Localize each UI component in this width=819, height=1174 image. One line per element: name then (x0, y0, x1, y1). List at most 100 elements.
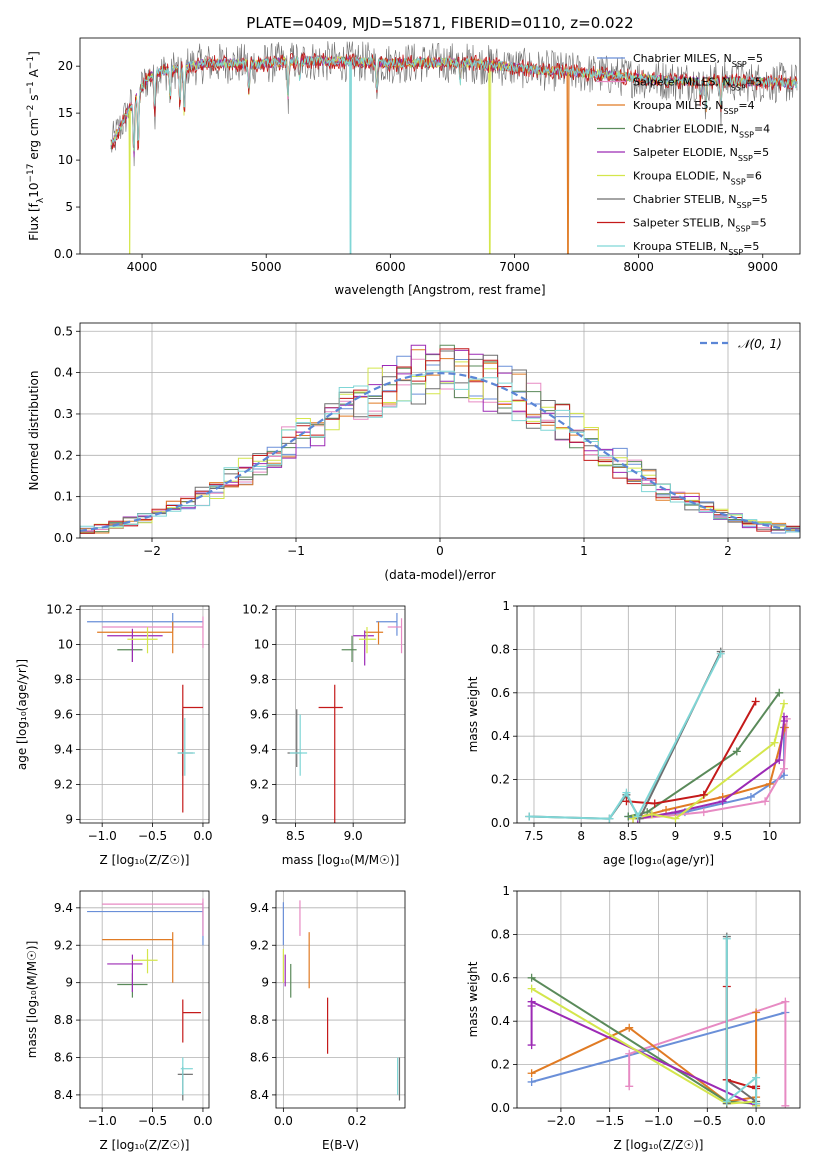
y-tick-label: 9 (261, 976, 269, 990)
x-tick-label: −2.0 (546, 1114, 575, 1128)
weight-point (699, 790, 708, 799)
x-tick-label: 8.5 (286, 829, 305, 843)
axes-frame (79, 605, 210, 824)
weight-point (605, 814, 614, 823)
x-tick-label: 9.5 (713, 829, 732, 843)
weight-point (732, 747, 741, 756)
weight-vs-age-panel: 7.5 8 8.5 9 9.5 10 0.0 0.2 0.4 0.6 0.8 1 age [log₁₀(… (466, 599, 801, 867)
weight-point (775, 688, 784, 697)
axes-frame (516, 890, 801, 1109)
x-tick-label: −1.0 (88, 1114, 117, 1128)
y-tick-label: 0.3 (54, 407, 73, 421)
residuals-ylabel: Normed distribution (27, 371, 41, 491)
mass-vs-Z-panel: −1.0 −0.5 0.0 8.4 8.6 8.8 9 9.2 9.4 Z [log₁₀(Z/Z☉… (25, 890, 213, 1152)
x-tick-label: −0.5 (693, 1114, 722, 1128)
y-tick-label: 9 (65, 976, 73, 990)
weight-point (699, 808, 708, 817)
weight-point (647, 810, 656, 819)
weight-point (624, 812, 633, 821)
weight-point (625, 1049, 634, 1058)
weight-point (761, 797, 770, 806)
weight-point (527, 1041, 536, 1050)
y-tick-label: 9.8 (250, 673, 269, 687)
weight-point (527, 984, 536, 993)
legend-entry: Salpeter MILES, NSSP=5 (633, 76, 762, 93)
weight-point (650, 799, 659, 808)
x-tick-label: 9000 (747, 260, 778, 274)
legend-entry: 𝒩(0, 1) (738, 337, 782, 351)
legend-entry: Salpeter STELIB, NSSP=5 (633, 217, 767, 234)
axes-frame (275, 890, 406, 1109)
y-tick-label: 1 (502, 884, 510, 898)
y-tick-label: 9.4 (54, 743, 73, 757)
weight-point (779, 699, 788, 708)
y-tick-label: 9.2 (250, 778, 269, 792)
x-tick-label: 4000 (127, 260, 158, 274)
y-tick-label: 0.6 (491, 971, 510, 985)
x-tick-label: −1.0 (88, 829, 117, 843)
weight-series (525, 647, 791, 823)
y-tick-label: 0.8 (491, 927, 510, 941)
x-tick-label: 9 (672, 829, 680, 843)
age-vs-Z-xlabel: Z [log₁₀(Z/Z☉)] (100, 853, 190, 867)
y-tick-label: 9.4 (250, 901, 269, 915)
y-tick-label: 10.2 (242, 603, 269, 617)
weight-line-chabrier-miles (531, 1011, 786, 1083)
residual-histograms (80, 344, 800, 535)
spectrum-series-chabrier-stelib (110, 41, 798, 167)
age-vs-Z-ylabel: age [log₁₀(age/yr)] (15, 659, 29, 770)
spectrum-series-kroupa-stelib (110, 55, 798, 254)
x-tick-label: −0.5 (138, 829, 167, 843)
weight-point (722, 934, 731, 943)
y-tick-label: 0.1 (54, 490, 73, 504)
mass-vs-ebv-panel: 0.0 0.2 8.4 8.6 8.8 9 9.2 9.4 E(B-V) (250, 890, 406, 1152)
y-tick-label: 0.6 (491, 686, 510, 700)
mass-vs-Z-xlabel: Z [log₁₀(Z/Z☉)] (100, 1138, 190, 1152)
y-tick-label: 0.0 (54, 247, 73, 261)
errorbars (282, 900, 401, 1101)
y-tick-label: 9.8 (54, 673, 73, 687)
weight-vs-Z-xlabel: Z [log₁₀(Z/Z☉)] (614, 1138, 704, 1152)
weight-point (779, 764, 788, 773)
y-tick-label: 0.0 (491, 816, 510, 830)
y-tick-label: 8.4 (250, 1088, 269, 1102)
weight-point (746, 792, 755, 801)
x-tick-label: 10 (762, 829, 777, 843)
residual-hist-chabrier-stelib (80, 350, 800, 534)
y-tick-label: 1 (502, 599, 510, 613)
y-tick-label: 0.5 (54, 324, 73, 338)
y-tick-label: 5 (65, 200, 73, 214)
weight-point (718, 797, 727, 806)
mass-vs-ebv-xlabel: E(B-V) (322, 1138, 359, 1152)
y-tick-label: 9.2 (250, 938, 269, 952)
legend-entry: Kroupa MILES, NSSP=4 (633, 99, 755, 116)
weight-line-kroupa-miles (531, 1012, 758, 1103)
weight-point (765, 779, 774, 788)
axes-frame (516, 605, 801, 824)
y-tick-label: 0.4 (491, 1014, 510, 1028)
x-tick-label: −1 (287, 544, 305, 558)
y-tick-label: 0.0 (54, 531, 73, 545)
x-tick-label: 0.2 (348, 1114, 367, 1128)
y-tick-label: 9.6 (54, 708, 73, 722)
weight-point (662, 805, 671, 814)
weight-point (716, 649, 725, 658)
y-tick-label: 9.6 (250, 708, 269, 722)
legend-entry: Kroupa ELODIE, NSSP=6 (633, 170, 762, 187)
weight-point (751, 697, 760, 706)
weight-point (527, 1069, 536, 1078)
x-tick-label: 0.0 (274, 1114, 293, 1128)
x-tick-label: 5000 (251, 260, 282, 274)
y-tick-label: 0.0 (491, 1101, 510, 1115)
age-vs-Z-panel: −1.0 −0.5 0.0 9 9.2 9.4 9.6 9.8 10 10.2 Z [log₁₀(Z… (15, 603, 213, 868)
weight-point (752, 1008, 761, 1017)
weight-point (671, 814, 680, 823)
weight-line-chabrier-elodie (531, 976, 757, 1105)
x-tick-label: 7.5 (524, 829, 543, 843)
x-tick-label: −1.0 (644, 1114, 673, 1128)
weight-vs-Z-panel: −2.0 −1.5 −1.0 −0.5 0.0 0.0 0.2 0.4 0.6 0.8 1 Z [lo… (466, 884, 801, 1152)
weight-vs-age-xlabel: age [log₁₀(age/yr)] (603, 853, 714, 867)
legend-entry: Chabrier MILES, NSSP=5 (633, 52, 763, 69)
